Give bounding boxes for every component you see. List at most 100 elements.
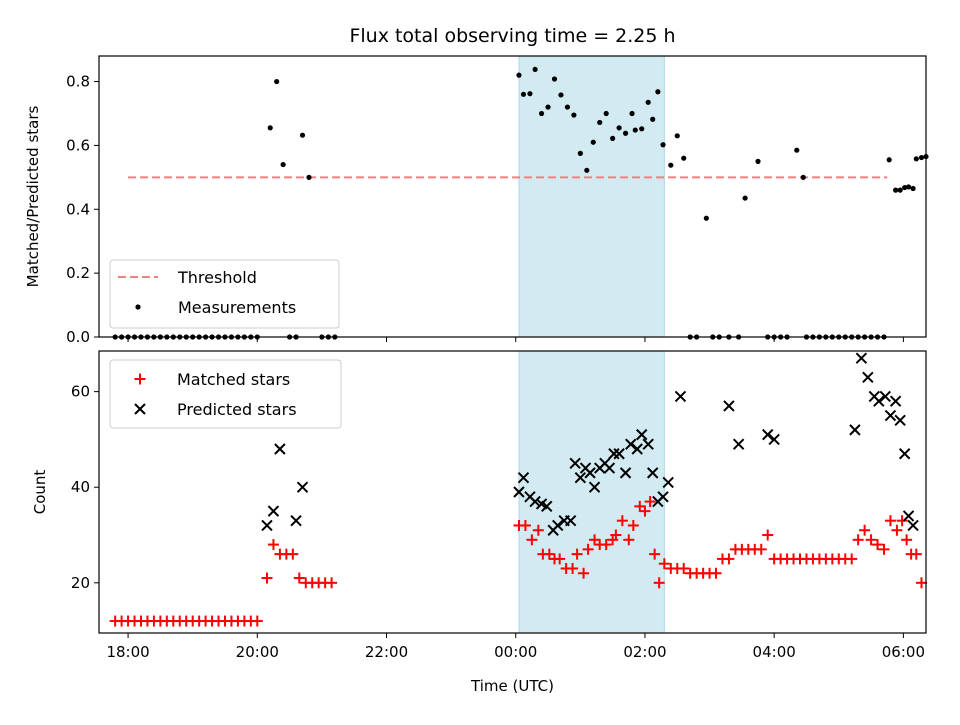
predicted-star-point [902,510,915,522]
matched-star-points [109,496,927,627]
y-tick-label: 60 [71,383,90,401]
predicted-star-point [552,519,564,532]
measurement-point [800,174,806,180]
matched-star-point [901,534,913,546]
matched-star-point [846,553,858,565]
legend-threshold-label: Threshold [177,268,257,287]
matched-star-point [627,519,639,531]
legend-x-marker [134,403,146,415]
matched-star-point [287,548,299,560]
measurement-point [668,162,674,168]
x-axis-ticks-bottom: 18:00 20:00 22:00 00:00 02:00 04:00 06:00 [106,633,925,661]
matched-star-point [623,534,635,546]
predicted-star-point [732,438,745,450]
legend-box-bottom [109,359,342,429]
predicted-star-point [855,352,868,364]
measurement-point [610,135,616,141]
matched-star-point [891,524,903,536]
matched-star-point [634,500,646,512]
measurement-point [516,72,522,78]
matched-star-point [267,539,279,551]
predicted-star-point [761,428,774,441]
predicted-star-point [873,395,885,407]
legend-plus-marker [134,373,146,385]
predicted-star-point [898,448,911,460]
axes-frame-bottom [98,350,927,634]
measurement-point [577,150,583,156]
predicted-star-point [657,491,669,503]
measurement-point [918,154,925,161]
matched-star-point [644,496,656,508]
matched-star-point [543,548,555,560]
measurement-point [551,76,558,82]
y-tick-label: 0.0 [66,328,90,346]
matched-star-point [639,505,651,517]
y-tick-label: 0.8 [66,73,90,91]
measurement-point [905,184,912,190]
matched-star-point [261,572,273,584]
matched-star-point [762,529,774,541]
legend-bottom: Matched stars Predicted stars [109,359,342,429]
measurement-point [897,187,903,193]
predicted-star-point [907,519,919,532]
matched-star-point [526,534,538,546]
measurement-point [616,125,622,131]
matched-star-point [616,515,628,527]
legend-matched-swatch [134,373,146,385]
measurement-point [910,185,916,192]
predicted-star-point [517,471,530,484]
predicted-star-point [662,476,674,489]
predicted-star-point [513,486,525,498]
matched-star-point [755,543,767,555]
legend-predicted-swatch [134,403,146,415]
matched-star-point [610,529,622,541]
observing-span-top [518,55,665,338]
matched-star-point [293,572,305,584]
predicted-star-point [894,414,906,427]
predicted-star-point [588,481,601,493]
matched-star-point [896,515,908,527]
measurement-point [794,147,800,153]
x-tick-label: 04:00 [753,643,796,661]
predicted-star-point [274,443,286,455]
predicted-star-point [569,457,581,470]
predicted-star-point [631,443,643,455]
predicted-star-point [603,462,616,474]
matched-star-point [859,524,871,536]
observing-span-bottom [518,350,665,634]
matched-star-point [532,524,544,536]
measurement-point [645,99,651,105]
matched-star-point [658,558,670,570]
matched-star-point [519,519,531,531]
matched-star-point [915,577,927,589]
measurement-point [650,116,656,122]
matched-star-point [600,539,612,551]
predicted-star-point [261,519,273,532]
y-axis-label-top: Matched/Predicted stars [24,106,42,288]
measurement-point [674,133,680,139]
measurement-point [571,112,577,118]
matched-star-point [589,534,601,546]
predicted-star-point [636,428,648,441]
matched-star-point [251,615,263,627]
measurement-point [681,155,687,161]
measurement-point [603,110,609,117]
legend-measurements-label: Measurements [178,298,296,317]
predicted-star-point [613,448,625,460]
measurement-point [742,195,748,201]
predicted-star-point [584,467,596,479]
x-tick-label: 00:00 [494,643,537,661]
measurement-point [267,125,273,131]
measurement-point [886,157,892,163]
matched-star-point [554,553,566,565]
matched-star-point [872,539,884,551]
y-tick-label: 0.2 [66,264,90,282]
measurement-point [902,184,908,191]
ratio-panel: 0.00.20.40.60.8 Matched/Predicted stars … [24,55,929,346]
measurement-point [913,156,919,162]
matched-star-point [884,515,896,527]
x-tick-label: 02:00 [623,643,666,661]
y-axis-label-bottom: Count [31,470,49,515]
